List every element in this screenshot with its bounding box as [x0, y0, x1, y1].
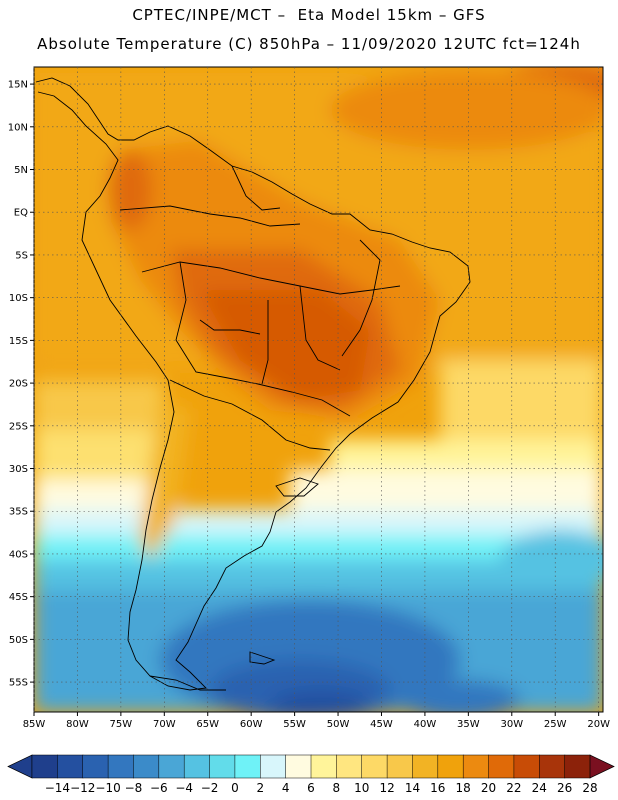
colorbar-low-arrow [7, 754, 33, 779]
lon-tick-label: 80W [66, 719, 89, 730]
colorbar-swatch [336, 754, 363, 779]
lat-tick-label: 45S [9, 592, 28, 603]
lat-tick-label: 35S [9, 507, 28, 518]
colorbar-label: 18 [456, 781, 471, 795]
lat-tick-label: 55S [9, 678, 28, 689]
colorbar-swatch [488, 754, 515, 779]
colorbar-swatch [107, 754, 135, 779]
lon-tick-label: 85W [23, 719, 46, 730]
lon-tick-label: 20W [587, 719, 610, 730]
lat-tick-label: 15N [8, 80, 28, 91]
map-title-source: CPTEC/INPE/MCT – Eta Model 15km – GFS [132, 6, 486, 24]
colorbar-label: 24 [532, 781, 547, 795]
colorbar-label: −10 [95, 781, 120, 795]
colorbar-label: 4 [282, 781, 290, 795]
colorbar-swatch [361, 754, 388, 779]
colorbar-swatch [437, 754, 464, 779]
lon-tick-label: 55W [283, 719, 306, 730]
colorbar-swatch [133, 754, 160, 779]
colorbar-swatch [539, 754, 566, 779]
lon-tick-label: 60W [240, 719, 263, 730]
longitude-axis: 85W 80W 75W 70W 65W 60W 55W 50W 45W 40W 35W 30W 25W 2… [23, 712, 610, 730]
temperature-field [34, 67, 603, 712]
colorbar-swatch [158, 754, 185, 779]
colorbar-swatch [285, 754, 312, 779]
map-frame [33, 66, 604, 713]
lat-tick-label: 20S [9, 379, 28, 390]
lon-tick-label: 65W [196, 719, 219, 730]
colorbar-swatch [412, 754, 439, 779]
colorbar-label: −2 [201, 781, 219, 795]
colorbar-label: −6 [150, 781, 168, 795]
colorbar-label: 8 [333, 781, 341, 795]
lon-tick-label: 30W [500, 719, 523, 730]
lat-tick-label: EQ [14, 208, 28, 219]
colorbar-label: −4 [175, 781, 193, 795]
colorbar-label: 26 [557, 781, 572, 795]
colorbar-label: −8 [125, 781, 143, 795]
colorbar-swatch [564, 754, 591, 779]
colorbar-label: 10 [354, 781, 369, 795]
colorbar-label: 20 [481, 781, 496, 795]
lat-tick-label: 30S [9, 464, 28, 475]
graticule [33, 67, 603, 712]
lat-tick-label: 10S [9, 293, 28, 304]
colorbar-label: 14 [405, 781, 420, 795]
latitude-axis: 15N 10N 5N EQ 5S 10S 15S 20S 25S 30S 35S 40S 45S 50S 5… [8, 80, 34, 689]
colorbar-label: 12 [379, 781, 394, 795]
lon-tick-label: 70W [153, 719, 176, 730]
lon-tick-label: 50W [327, 719, 350, 730]
colorbar-swatch [310, 754, 337, 779]
lat-tick-label: 40S [9, 549, 28, 560]
colorbar-swatch [31, 754, 58, 779]
colorbar-high-arrow [589, 754, 615, 779]
lon-tick-label: 35W [457, 719, 480, 730]
colorbar-swatch [260, 754, 287, 779]
colorbar-swatch [183, 754, 211, 779]
colorbar-swatch [209, 754, 236, 779]
lon-tick-label: 75W [110, 719, 133, 730]
colorbar-label: −12 [70, 781, 95, 795]
lat-tick-label: 10N [8, 122, 28, 133]
colorbar-label: −14 [45, 781, 70, 795]
lat-tick-label: 15S [9, 336, 28, 347]
lon-tick-label: 45W [370, 719, 393, 730]
colorbar-label: 22 [506, 781, 521, 795]
colorbar-label: 28 [582, 781, 597, 795]
colorbar-swatch [513, 754, 540, 779]
colorbar-label: 16 [430, 781, 445, 795]
lon-tick-label: 40W [414, 719, 437, 730]
colorbar-swatch [57, 754, 84, 779]
colorbar-label: 0 [231, 781, 239, 795]
temperature-colorbar: −14 −12 −10 −8 −6 −4 −2 0 2 4 6 8 10 12 14 16 18 20 22 24 26… [7, 754, 615, 795]
colorbar-label: 6 [307, 781, 315, 795]
map-title-variable: Absolute Temperature (C) 850hPa – 11/09/… [37, 35, 581, 53]
colorbar-swatch [462, 754, 490, 779]
lon-tick-label: 25W [544, 719, 567, 730]
lat-tick-label: 5N [14, 165, 28, 176]
colorbar-swatch [234, 754, 261, 779]
colorbar-swatch [386, 754, 414, 779]
colorbar-label: 2 [256, 781, 264, 795]
lat-tick-label: 25S [9, 421, 28, 432]
coastline [35, 77, 471, 691]
lat-tick-label: 5S [15, 250, 28, 261]
lat-tick-label: 50S [9, 635, 28, 646]
colorbar-swatch [82, 754, 109, 779]
